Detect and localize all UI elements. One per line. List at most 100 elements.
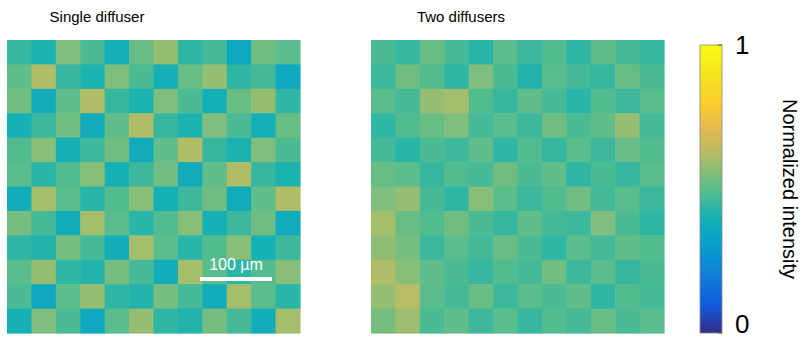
heatmap-cell (7, 309, 32, 334)
heatmap-cell (7, 89, 32, 114)
heatmap-cell (227, 113, 252, 138)
heatmap-cell (31, 260, 56, 285)
heatmap-cell (129, 235, 154, 260)
heatmap-cell (542, 211, 567, 236)
heatmap-cell (493, 162, 518, 187)
colorbar-label: Normalized intensity (779, 99, 801, 279)
heatmap-cell (420, 89, 445, 114)
colorbar-tick-label: 0 (735, 309, 749, 339)
heatmap-cell (518, 235, 543, 260)
heatmap-cell (371, 40, 396, 65)
heatmap-cell (591, 138, 616, 163)
heatmap-cell (444, 284, 469, 309)
heatmap-cell (493, 284, 518, 309)
heatmap-cell (276, 162, 301, 187)
heatmap-cell (591, 235, 616, 260)
heatmap-cell (276, 138, 301, 163)
heatmap-cell (542, 235, 567, 260)
heatmap-cell (566, 138, 591, 163)
heatmap-cell (371, 284, 396, 309)
heatmap-cell (615, 260, 640, 285)
heatmap-cell (444, 162, 469, 187)
heatmap-cell (566, 211, 591, 236)
heatmap-cell (469, 235, 494, 260)
heatmap-cell (154, 309, 179, 334)
heatmap-cell (105, 284, 130, 309)
heatmap-cell (518, 309, 543, 334)
heatmap-cell (542, 309, 567, 334)
heatmap-cell (178, 235, 203, 260)
scale-bar (200, 277, 272, 281)
heatmap-cell (542, 40, 567, 65)
heatmap-cell (178, 187, 203, 212)
heatmap-cell (640, 235, 665, 260)
colorbar (700, 45, 722, 333)
heatmap-cell (227, 187, 252, 212)
heatmap-cell (420, 284, 445, 309)
heatmap-cell (56, 64, 81, 89)
heatmap-cell (395, 211, 420, 236)
heatmap-cell (202, 138, 227, 163)
heatmap-cell (566, 113, 591, 138)
heatmap-cell (640, 113, 665, 138)
heatmap-cell (251, 284, 276, 309)
heatmap-cell (56, 113, 81, 138)
heatmap-cell (7, 284, 32, 309)
heatmap-cell (518, 162, 543, 187)
heatmap-cell (420, 138, 445, 163)
heatmap-cell (518, 211, 543, 236)
heatmap-cell (31, 40, 56, 65)
heatmap-cell (105, 187, 130, 212)
heatmap-cell (276, 89, 301, 114)
heatmap-cell (615, 113, 640, 138)
heatmap-cell (371, 138, 396, 163)
heatmap-cell (444, 40, 469, 65)
heatmap-cell (202, 89, 227, 114)
heatmap-cell (395, 260, 420, 285)
heatmap-cell (395, 162, 420, 187)
heatmap-cell (251, 138, 276, 163)
heatmap-panel (7, 40, 301, 334)
heatmap-cell (227, 138, 252, 163)
heatmap-cell (154, 162, 179, 187)
heatmap-cell (154, 211, 179, 236)
heatmap-cell (105, 89, 130, 114)
heatmap-cell (542, 64, 567, 89)
heatmap-cell (129, 187, 154, 212)
heatmap-cell (615, 211, 640, 236)
heatmap-cell (251, 40, 276, 65)
heatmap-cell (129, 211, 154, 236)
panel-title: Two diffusers (417, 8, 505, 25)
heatmap-cell (640, 138, 665, 163)
heatmap-cell (251, 309, 276, 334)
heatmap-cell (566, 40, 591, 65)
heatmap-cell (129, 162, 154, 187)
heatmap-cell (129, 284, 154, 309)
heatmap-cell (80, 113, 105, 138)
heatmap-cell (178, 260, 203, 285)
heatmap-cell (276, 113, 301, 138)
heatmap-cell (129, 113, 154, 138)
heatmap-cell (395, 309, 420, 334)
heatmap-cell (615, 64, 640, 89)
heatmap-cell (395, 40, 420, 65)
heatmap-cell (493, 187, 518, 212)
heatmap-cell (7, 162, 32, 187)
heatmap-cell (276, 235, 301, 260)
heatmap-cell (542, 162, 567, 187)
heatmap-cell (542, 284, 567, 309)
heatmap-cell (640, 284, 665, 309)
heatmap-cell (542, 187, 567, 212)
heatmap-cell (444, 211, 469, 236)
heatmap-cell (7, 113, 32, 138)
heatmap-cell (129, 40, 154, 65)
scale-bar-label: 100 µm (209, 256, 263, 273)
heatmap-cell (105, 162, 130, 187)
heatmap-cell (7, 260, 32, 285)
heatmap-cell (105, 40, 130, 65)
heatmap-cell (154, 187, 179, 212)
heatmap-cell (542, 113, 567, 138)
heatmap-cell (251, 162, 276, 187)
heatmap-cell (202, 162, 227, 187)
heatmap-cell (518, 284, 543, 309)
